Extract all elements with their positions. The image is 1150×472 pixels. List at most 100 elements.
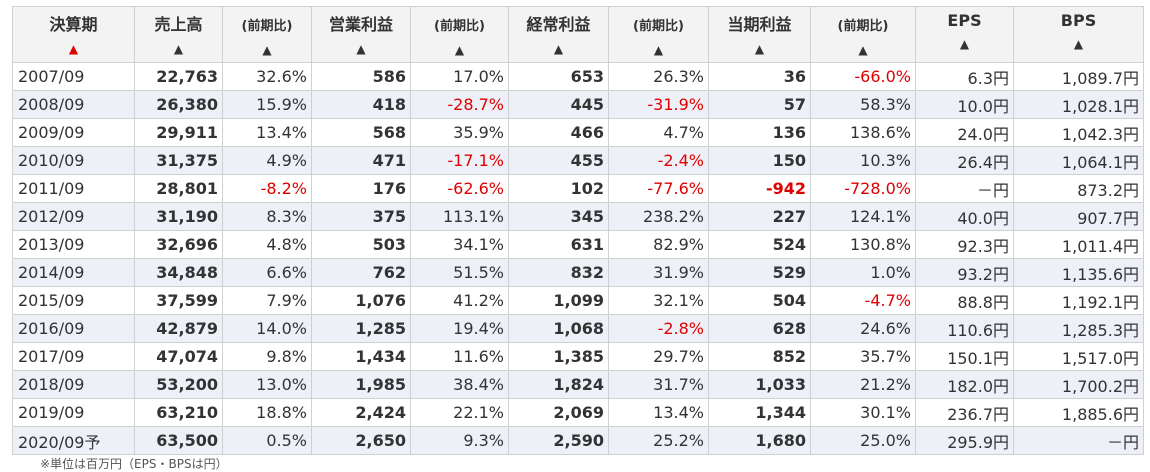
operating-income-cell: 2,424	[311, 398, 411, 427]
sales-cell: 31,190	[134, 202, 223, 231]
ordinary-change-cell: 26.3%	[608, 62, 709, 91]
header-operating-income[interactable]: 営業利益 ▲	[311, 6, 411, 63]
sales-change-cell: 32.6%	[222, 62, 312, 91]
bps-cell: 1,064.1円	[1013, 146, 1144, 175]
ordinary-income-cell: 653	[508, 62, 609, 91]
ordinary-income-cell: 1,068	[508, 314, 609, 343]
sales-cell: 34,848	[134, 258, 223, 287]
sales-cell: 42,879	[134, 314, 223, 343]
ordinary-change-cell: 31.9%	[608, 258, 709, 287]
sort-arrow-icon[interactable]: ▲	[262, 43, 272, 57]
net-income-cell: 529	[708, 258, 811, 287]
sales-cell: 32,696	[134, 230, 223, 259]
bps-cell: 1,089.7円	[1013, 62, 1144, 91]
header-label: (前期比)	[241, 19, 293, 34]
table-row: 2015/09 37,599 7.9% 1,076 41.2% 1,099 32.1% 504…	[12, 286, 1144, 315]
table-body: 2007/09 22,763 32.6% 586 17.0% 653 26.3% 36 -66.…	[12, 62, 1144, 455]
eps-cell: －円	[915, 174, 1014, 203]
ordinary-income-cell: 1,385	[508, 342, 609, 371]
sales-cell: 47,074	[134, 342, 223, 371]
operating-change-cell: 41.2%	[410, 286, 509, 315]
net-income-cell: 227	[708, 202, 811, 231]
ordinary-income-cell: 2,590	[508, 426, 609, 455]
sales-change-cell: 14.0%	[222, 314, 312, 343]
net-change-cell: 10.3%	[810, 146, 916, 175]
sort-arrow-icon[interactable]: ▲	[68, 42, 79, 56]
operating-income-cell: 2,650	[311, 426, 411, 455]
operating-income-cell: 1,985	[311, 370, 411, 399]
header-net-change[interactable]: (前期比) ▲	[810, 6, 916, 63]
net-income-cell: 57	[708, 90, 811, 119]
net-change-cell: -4.7%	[810, 286, 916, 315]
bps-cell: 873.2円	[1013, 174, 1144, 203]
sort-arrow-icon[interactable]: ▲	[959, 37, 970, 51]
table-row: 2009/09 29,911 13.4% 568 35.9% 466 4.7% 136 138.…	[12, 118, 1144, 147]
operating-income-cell: 176	[311, 174, 411, 203]
sort-arrow-icon[interactable]: ▲	[754, 42, 765, 56]
net-income-cell: 524	[708, 230, 811, 259]
net-change-cell: 25.0%	[810, 426, 916, 455]
operating-change-cell: -62.6%	[410, 174, 509, 203]
header-ordinary-change[interactable]: (前期比) ▲	[608, 6, 709, 63]
header-ordinary-income[interactable]: 経常利益 ▲	[508, 6, 609, 63]
ordinary-income-cell: 631	[508, 230, 609, 259]
header-sales[interactable]: 売上高 ▲	[134, 6, 223, 63]
header-bps[interactable]: BPS ▲	[1013, 6, 1144, 63]
net-income-cell: 1,033	[708, 370, 811, 399]
sales-change-cell: 18.8%	[222, 398, 312, 427]
sales-change-cell: 13.0%	[222, 370, 312, 399]
header-eps[interactable]: EPS ▲	[915, 6, 1014, 63]
period-cell: 2019/09	[12, 398, 135, 427]
period-cell: 2010/09	[12, 146, 135, 175]
sort-arrow-icon[interactable]: ▲	[553, 42, 564, 56]
operating-change-cell: 35.9%	[410, 118, 509, 147]
bps-cell: 1,028.1円	[1013, 90, 1144, 119]
header-sales-change[interactable]: (前期比) ▲	[222, 6, 312, 63]
header-operating-change[interactable]: (前期比) ▲	[410, 6, 509, 63]
eps-cell: 295.9円	[915, 426, 1014, 455]
sort-arrow-icon[interactable]: ▲	[356, 42, 366, 56]
sales-change-cell: 15.9%	[222, 90, 312, 119]
bps-cell: 1,700.2円	[1013, 370, 1144, 399]
sort-arrow-icon[interactable]: ▲	[454, 43, 465, 57]
period-cell: 2009/09	[12, 118, 135, 147]
ordinary-change-cell: 13.4%	[608, 398, 709, 427]
sort-arrow-icon[interactable]: ▲	[653, 43, 664, 57]
ordinary-change-cell: 82.9%	[608, 230, 709, 259]
sales-cell: 53,200	[134, 370, 223, 399]
operating-change-cell: -28.7%	[410, 90, 509, 119]
header-net-income[interactable]: 当期利益 ▲	[708, 6, 811, 63]
table-row: 2013/09 32,696 4.8% 503 34.1% 631 82.9% 524 130.…	[12, 230, 1144, 259]
ordinary-change-cell: 31.7%	[608, 370, 709, 399]
period-cell: 2016/09	[12, 314, 135, 343]
bps-cell: 1,885.6円	[1013, 398, 1144, 427]
sales-cell: 26,380	[134, 90, 223, 119]
ordinary-change-cell: -2.4%	[608, 146, 709, 175]
net-change-cell: 1.0%	[810, 258, 916, 287]
bps-cell: 1,192.1円	[1013, 286, 1144, 315]
sort-arrow-icon[interactable]: ▲	[1073, 37, 1084, 51]
eps-cell: 40.0円	[915, 202, 1014, 231]
operating-change-cell: 11.6%	[410, 342, 509, 371]
net-income-cell: 150	[708, 146, 811, 175]
table-row: 2011/09 28,801 -8.2% 176 -62.6% 102 -77.6% -942…	[12, 174, 1144, 203]
sort-arrow-icon[interactable]: ▲	[173, 42, 184, 56]
eps-cell: 93.2円	[915, 258, 1014, 287]
ordinary-change-cell: 29.7%	[608, 342, 709, 371]
operating-change-cell: -17.1%	[410, 146, 509, 175]
period-cell: 2007/09	[12, 62, 135, 91]
bps-cell: 907.7円	[1013, 202, 1144, 231]
sales-cell: 63,500	[134, 426, 223, 455]
table-row: 2010/09 31,375 4.9% 471 -17.1% 455 -2.4% 150 10.…	[12, 146, 1144, 175]
eps-cell: 24.0円	[915, 118, 1014, 147]
header-label: 営業利益	[328, 15, 393, 34]
ordinary-change-cell: 32.1%	[608, 286, 709, 315]
operating-change-cell: 9.3%	[410, 426, 509, 455]
ordinary-income-cell: 445	[508, 90, 609, 119]
net-income-cell: 1,344	[708, 398, 811, 427]
sort-arrow-icon[interactable]: ▲	[858, 43, 868, 57]
operating-income-cell: 1,434	[311, 342, 411, 371]
header-period[interactable]: 決算期 ▲	[12, 6, 135, 63]
eps-cell: 92.3円	[915, 230, 1014, 259]
period-cell: 2013/09	[12, 230, 135, 259]
